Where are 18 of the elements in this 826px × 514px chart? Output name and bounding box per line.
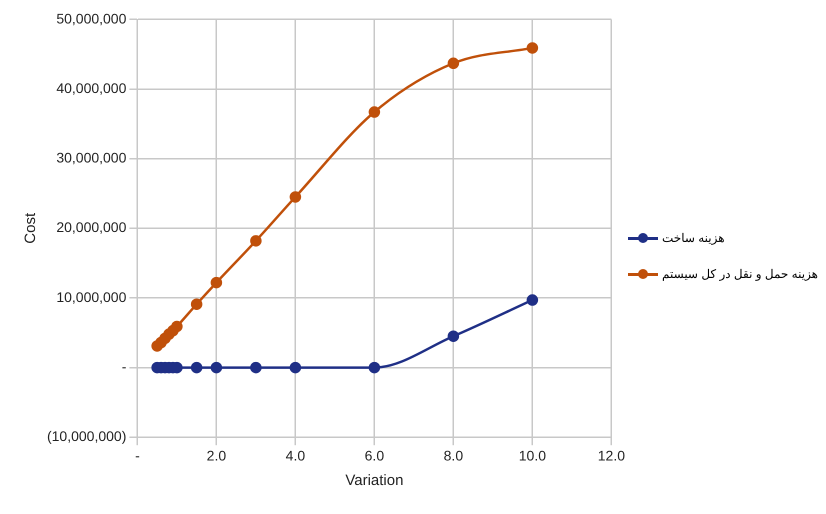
x-tick-label: 10.0 — [518, 447, 546, 464]
y-tick-label: 10,000,000 — [56, 288, 127, 305]
y-tick-label: - — [122, 358, 127, 374]
y-tick-label: (10,000,000) — [46, 428, 126, 444]
x-axis-title: Variation — [345, 472, 404, 490]
x-tick-label: 8.0 — [444, 447, 464, 464]
y-axis-title: Cost — [22, 212, 40, 244]
x-tick-label: 4.0 — [286, 447, 306, 464]
legend-label: هزینه حمل و نقل در کل سیستم — [662, 267, 818, 281]
x-tick-label: - — [135, 447, 140, 464]
x-tick-label: 12.0 — [598, 447, 626, 464]
legend-label: هزینه ساخت — [662, 231, 725, 245]
y-tick-label: 50,000,000 — [56, 10, 127, 26]
y-tick-label: 30,000,000 — [56, 150, 127, 166]
y-tick-label: 40,000,000 — [56, 80, 127, 96]
x-tick-label: 6.0 — [364, 447, 384, 464]
y-tick-label: 20,000,000 — [56, 219, 127, 236]
x-tick-label: 2.0 — [206, 447, 226, 464]
